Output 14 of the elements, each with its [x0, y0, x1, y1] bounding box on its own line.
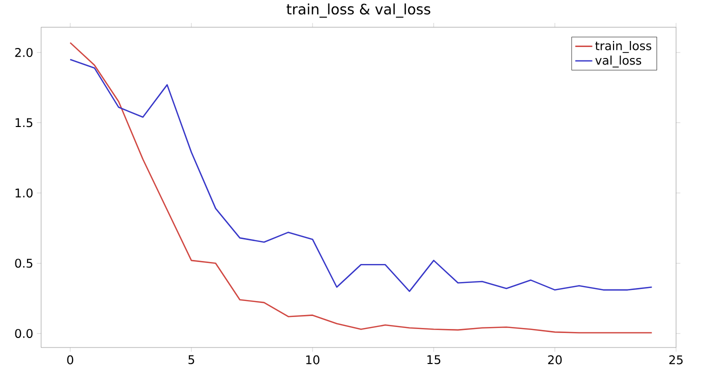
x-tick-label: 25	[669, 355, 683, 364]
y-tick-label: 1.0	[16, 188, 33, 198]
x-tick-label: 0	[67, 355, 74, 364]
legend-label: train_loss	[595, 40, 652, 53]
x-tick-label: 10	[306, 355, 320, 364]
y-tick-label: 0.0	[15, 328, 33, 338]
x-tick-label: 15	[427, 355, 440, 364]
x-tick-label: 20	[548, 355, 562, 364]
legend-label: val_loss	[595, 56, 642, 68]
y-tick-label: 1.5	[16, 118, 32, 128]
chart-title: train_loss & val_loss	[286, 3, 430, 18]
y-tick-label: 0.5	[15, 258, 32, 268]
x-tick-label: 5	[188, 355, 194, 364]
y-tick-label: 2.0	[15, 48, 33, 58]
